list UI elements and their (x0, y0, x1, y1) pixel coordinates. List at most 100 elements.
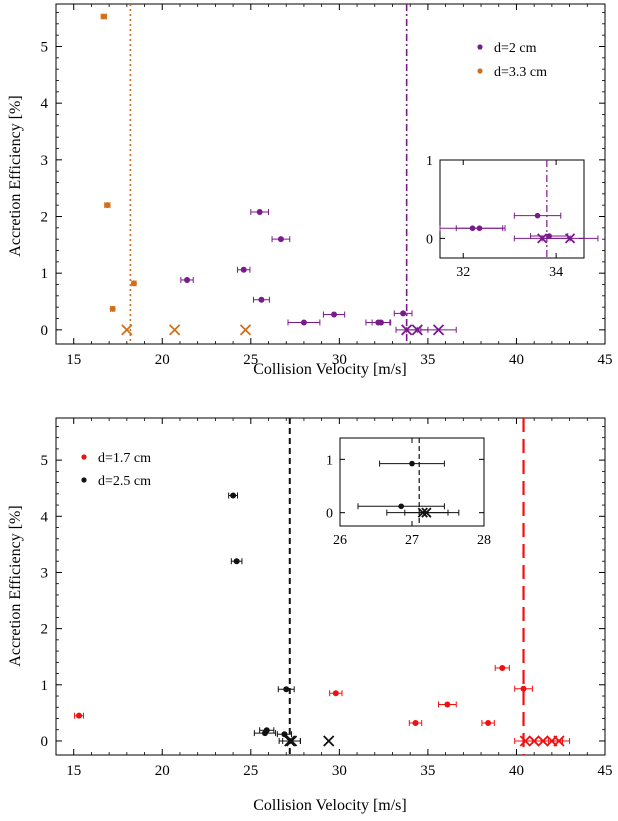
bottom-y-axis-label: Accretion Efficiency [%] (7, 505, 24, 666)
zero-marker-s0 (411, 324, 423, 336)
zero-marker-s1 (239, 324, 252, 336)
x-tick-label: 20 (155, 352, 170, 368)
inset-frame (339, 437, 485, 527)
data-point-s0 (258, 296, 265, 303)
data-point-s0 (76, 712, 83, 719)
legend-marker-d33 (477, 68, 483, 74)
data-point-s0 (400, 310, 407, 317)
bottom-plot-frame (55, 417, 606, 756)
y-tick-label: 2 (41, 210, 49, 226)
data-point-s0 (485, 719, 492, 726)
data-point-s1 (263, 727, 270, 734)
data-point-s0 (256, 208, 263, 215)
y-tick-label: 1 (41, 266, 49, 282)
data-point-s0 (520, 685, 527, 692)
data-point-s0 (331, 311, 338, 318)
y-tick-label: 1 (41, 678, 49, 694)
y-tick-label: 5 (41, 40, 49, 56)
x-tick-label: 15 (66, 352, 81, 368)
data-point-s0 (300, 319, 307, 326)
inset-data-point (409, 460, 415, 467)
x-tick-label: 20 (155, 763, 170, 779)
inset-y-tick-label: 0 (326, 507, 333, 522)
zero-marker-s1 (323, 735, 335, 747)
x-tick-label: 45 (598, 763, 613, 779)
inset-y-tick-label: 1 (426, 154, 433, 169)
x-tick-label: 15 (66, 763, 81, 779)
data-point-s1 (283, 686, 290, 693)
top-data-marks (100, 4, 457, 344)
inset-y-tick-label: 0 (426, 232, 433, 247)
x-tick-label: 25 (243, 763, 258, 779)
y-tick-label: 2 (41, 622, 49, 638)
zero-marker-s0 (553, 735, 565, 747)
x-tick-label: 25 (243, 352, 258, 368)
data-point-s1 (100, 13, 107, 20)
y-tick-label: 3 (41, 153, 49, 169)
inset-data-point (476, 225, 483, 232)
inset-x-tick-label: 34 (549, 265, 563, 280)
y-tick-label: 5 (41, 453, 49, 469)
legend-label-d33: d=3.3 cm (494, 65, 547, 80)
top-x-axis-label: Collision Velocity [m/s] (253, 361, 406, 378)
data-point-s1 (109, 305, 116, 312)
data-point-s1 (281, 731, 288, 738)
x-tick-label: 45 (598, 352, 613, 368)
bottom-legend: d=1.7 cm d=2.5 cm (81, 451, 151, 489)
inset-frame (439, 159, 585, 259)
y-tick-label: 4 (41, 509, 49, 525)
legend-marker-d17 (81, 454, 87, 460)
data-point-s1 (130, 280, 137, 287)
data-point-s0 (240, 266, 247, 273)
inset-zero-marker (564, 233, 576, 244)
legend-marker-d2 (477, 44, 483, 50)
inset-x-tick-label: 28 (477, 533, 491, 548)
top-y-axis-label: Accretion Efficiency [%] (7, 95, 24, 256)
x-tick-label: 30 (332, 352, 347, 368)
y-tick-label: 0 (41, 734, 49, 750)
zero-marker-s1 (285, 735, 298, 747)
data-point-s1 (233, 558, 240, 565)
top-plot-frame (55, 3, 606, 345)
x-tick-label: 30 (332, 763, 347, 779)
data-point-s1 (104, 202, 111, 209)
legend-label-d17: d=1.7 cm (98, 451, 151, 466)
data-point-s0 (184, 276, 191, 283)
data-point-s0 (377, 319, 384, 326)
data-point-s0 (499, 664, 506, 671)
inset-x-tick-label: 32 (456, 265, 470, 280)
top-legend: d=2 cm d=3.3 cm (477, 41, 547, 80)
data-point-s0 (277, 236, 284, 243)
zero-marker-s1 (169, 324, 181, 336)
bottom-data-marks (74, 418, 571, 755)
data-point-s0 (444, 701, 451, 708)
data-point-s0 (412, 719, 419, 726)
y-tick-label: 0 (41, 323, 49, 339)
x-tick-label: 35 (420, 352, 435, 368)
legend-marker-d25 (81, 477, 87, 483)
inset-data-point (546, 233, 552, 239)
inset-x-tick-label: 27 (405, 533, 419, 548)
x-tick-label: 40 (509, 352, 524, 368)
inset-data-point (534, 212, 541, 219)
data-point-s0 (332, 690, 339, 697)
y-tick-label: 4 (41, 96, 49, 112)
zero-marker-s1 (121, 324, 133, 336)
legend-label-d2: d=2 cm (494, 41, 537, 56)
inset-x-tick-label: 26 (333, 533, 347, 548)
x-tick-label: 35 (420, 763, 435, 779)
legend-label-d25: d=2.5 cm (98, 474, 151, 489)
x-tick-label: 40 (509, 763, 524, 779)
inset-y-tick-label: 1 (326, 453, 333, 468)
bottom-inset: 26 27 28 0 1 (326, 437, 491, 548)
bottom-x-axis-label: Collision Velocity [m/s] (253, 797, 406, 814)
top-inset: 32 34 0 1 (426, 154, 599, 280)
data-point-s1 (230, 492, 237, 499)
zero-marker-s0 (432, 324, 445, 336)
inset-data-point (398, 503, 405, 510)
